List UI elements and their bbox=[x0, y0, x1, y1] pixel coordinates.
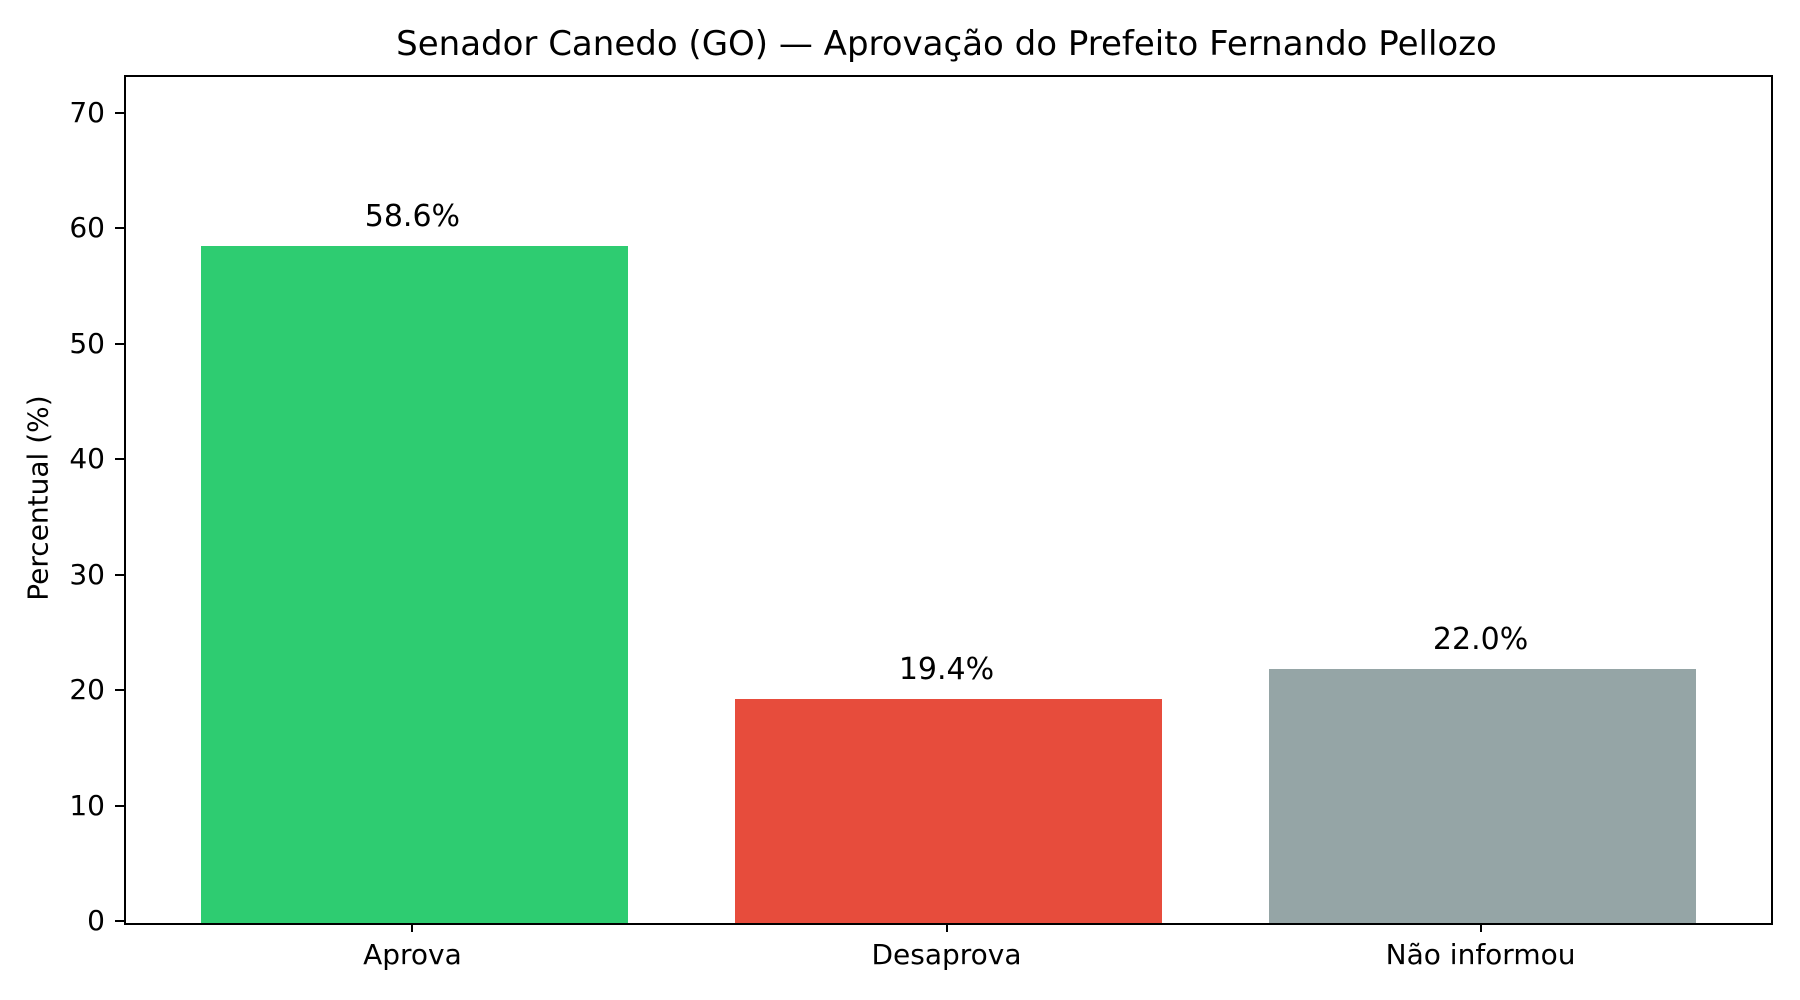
y-tick-label: 30 bbox=[69, 557, 105, 591]
y-tick-label: 70 bbox=[69, 95, 105, 129]
bar-value-label: 19.4% bbox=[898, 651, 995, 687]
y-tick-mark bbox=[115, 111, 124, 114]
y-tick-mark bbox=[115, 573, 124, 576]
chart-title: Senador Canedo (GO) — Aprovação do Prefe… bbox=[396, 24, 1497, 64]
bar-value-label: 22.0% bbox=[1432, 621, 1529, 657]
y-tick-label: 60 bbox=[69, 211, 105, 245]
bar bbox=[200, 246, 629, 923]
y-tick-label: 20 bbox=[69, 673, 105, 706]
y-tick-label: 10 bbox=[69, 788, 105, 822]
bar bbox=[734, 698, 1163, 923]
y-tick-mark bbox=[115, 920, 124, 922]
y-tick-mark bbox=[115, 342, 124, 345]
x-tick-mark bbox=[411, 923, 414, 932]
x-tick-label: Desaprova bbox=[871, 938, 1022, 971]
y-tick-label: 40 bbox=[69, 442, 105, 476]
y-tick-label: 50 bbox=[69, 326, 105, 360]
bar-value-label: 58.6% bbox=[364, 199, 461, 235]
x-tick-mark bbox=[945, 923, 948, 932]
x-tick-label: Aprova bbox=[363, 938, 462, 971]
bar bbox=[1268, 668, 1697, 923]
y-tick-mark bbox=[115, 458, 124, 461]
plot-area bbox=[124, 75, 1773, 925]
y-tick-mark bbox=[115, 689, 124, 691]
x-tick-label: Não informou bbox=[1385, 938, 1576, 971]
y-tick-mark bbox=[115, 227, 124, 230]
x-tick-mark bbox=[1479, 923, 1482, 932]
y-tick-label: 0 bbox=[87, 904, 105, 937]
y-tick-mark bbox=[115, 804, 124, 807]
